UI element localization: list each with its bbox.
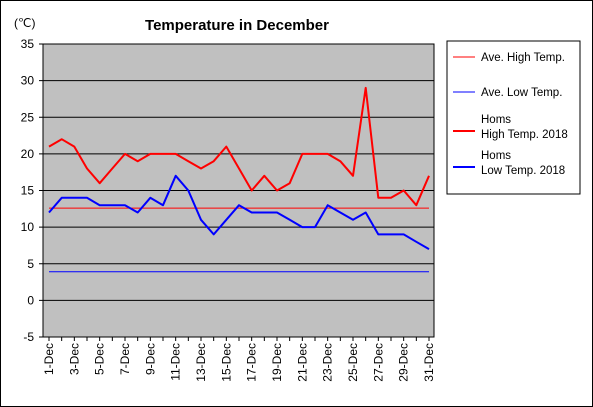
y-tick-label: 10 bbox=[21, 220, 35, 234]
x-tick-label: 31-Dec bbox=[422, 343, 436, 382]
legend-label-0: Ave. High Temp. bbox=[481, 52, 565, 64]
x-tick-label: 13-Dec bbox=[194, 343, 208, 382]
y-unit-label: (℃) bbox=[14, 16, 35, 30]
x-tick-label: 27-Dec bbox=[371, 343, 385, 382]
x-tick-label: 1-Dec bbox=[42, 343, 56, 375]
legend-label-1: Ave. Low Temp. bbox=[481, 87, 562, 99]
x-tick-label: 29-Dec bbox=[397, 343, 411, 382]
x-tick-label: 23-Dec bbox=[321, 343, 335, 382]
y-tick-label: 0 bbox=[27, 293, 34, 307]
y-tick-label: 30 bbox=[21, 74, 35, 88]
x-tick-label: 25-Dec bbox=[346, 343, 360, 382]
x-tick-label: 21-Dec bbox=[295, 343, 309, 382]
x-tick-label: 19-Dec bbox=[270, 343, 284, 382]
series-line-2 bbox=[48, 86, 430, 207]
legend-label-3: Homs Low Temp. 2018 bbox=[481, 150, 565, 177]
y-tick-label: 25 bbox=[21, 110, 35, 124]
y-tick-label: 15 bbox=[21, 184, 35, 198]
x-tick-label: 3-Dec bbox=[67, 343, 81, 375]
legend: Ave. High Temp. Ave. Low Temp. Homs High Te… bbox=[446, 40, 581, 195]
plot-area: -5 0 5 10 15 20 25 30 35 1-Dec 3-Dec 5-Dec 7-Dec 9-De… bbox=[21, 37, 436, 382]
x-tick-label: 17-Dec bbox=[245, 343, 259, 382]
x-tick-label: 9-Dec bbox=[143, 343, 157, 375]
legend-box bbox=[446, 40, 581, 195]
legend-label-2: Homs High Temp. 2018 bbox=[481, 114, 568, 141]
y-tick-label: 35 bbox=[21, 37, 35, 51]
y-tick-label: 5 bbox=[27, 257, 34, 271]
x-tick-label: 5-Dec bbox=[93, 343, 107, 375]
series-line-3 bbox=[48, 174, 430, 250]
y-tick-label: -5 bbox=[23, 330, 34, 344]
x-tick-label: 15-Dec bbox=[219, 343, 233, 382]
x-tick-label: 7-Dec bbox=[118, 343, 132, 375]
y-tick-label: 20 bbox=[21, 147, 35, 161]
chart-title: Temperature in December bbox=[145, 17, 329, 34]
x-tick-label: 11-Dec bbox=[169, 343, 183, 381]
